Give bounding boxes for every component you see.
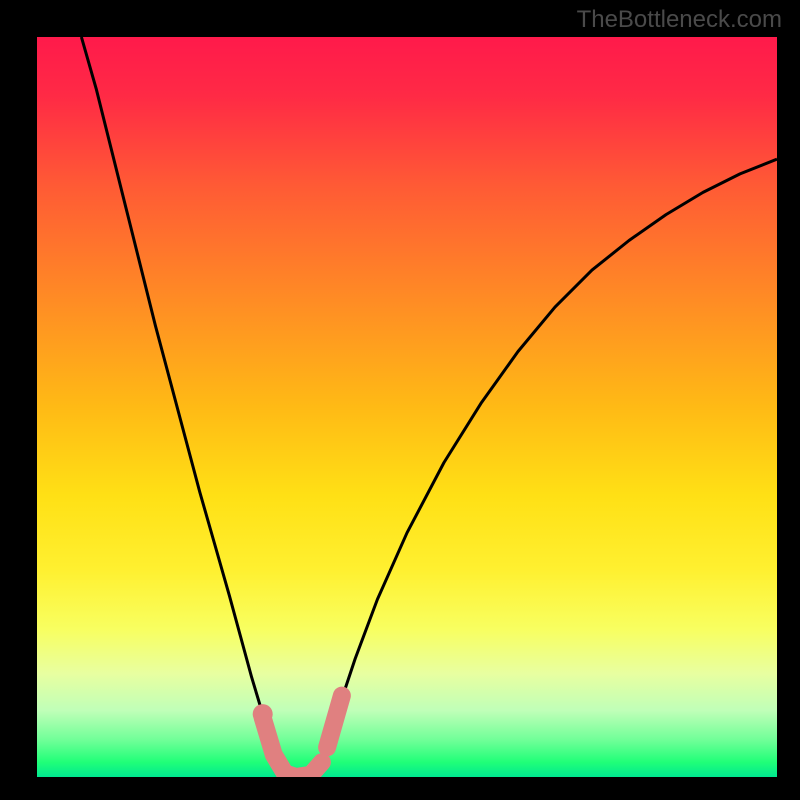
bottleneck-chart (0, 0, 800, 800)
plot-background (37, 37, 777, 777)
watermark-text: TheBottleneck.com (577, 6, 782, 34)
marker-dot (253, 704, 273, 724)
chart-container: TheBottleneck.com (0, 0, 800, 800)
